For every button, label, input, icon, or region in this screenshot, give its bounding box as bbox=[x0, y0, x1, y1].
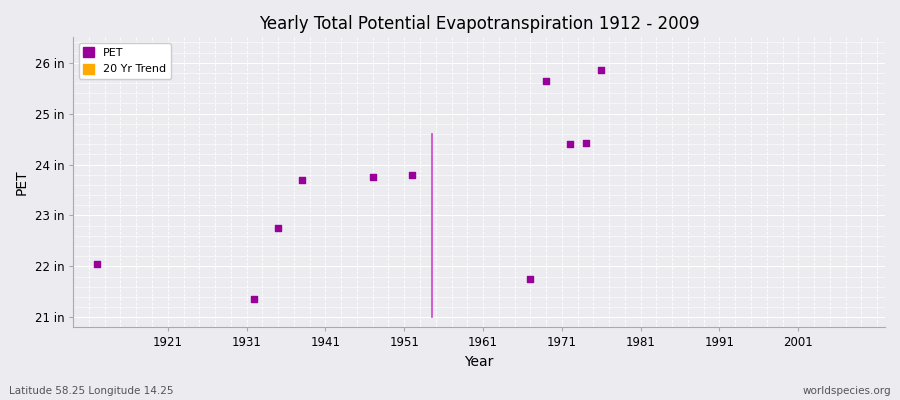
Point bbox=[405, 172, 419, 178]
Point bbox=[365, 174, 380, 180]
Point bbox=[539, 77, 554, 84]
Text: Latitude 58.25 Longitude 14.25: Latitude 58.25 Longitude 14.25 bbox=[9, 386, 174, 396]
Point bbox=[90, 261, 104, 267]
Text: worldspecies.org: worldspecies.org bbox=[803, 386, 891, 396]
Point bbox=[248, 296, 262, 303]
Legend: PET, 20 Yr Trend: PET, 20 Yr Trend bbox=[79, 43, 171, 79]
X-axis label: Year: Year bbox=[464, 355, 494, 369]
Point bbox=[594, 67, 608, 74]
Point bbox=[579, 140, 593, 146]
Point bbox=[562, 141, 577, 148]
Y-axis label: PET: PET bbox=[15, 170, 29, 195]
Title: Yearly Total Potential Evapotranspiration 1912 - 2009: Yearly Total Potential Evapotranspiratio… bbox=[259, 15, 699, 33]
Point bbox=[294, 177, 309, 183]
Point bbox=[271, 225, 285, 231]
Point bbox=[523, 276, 537, 282]
